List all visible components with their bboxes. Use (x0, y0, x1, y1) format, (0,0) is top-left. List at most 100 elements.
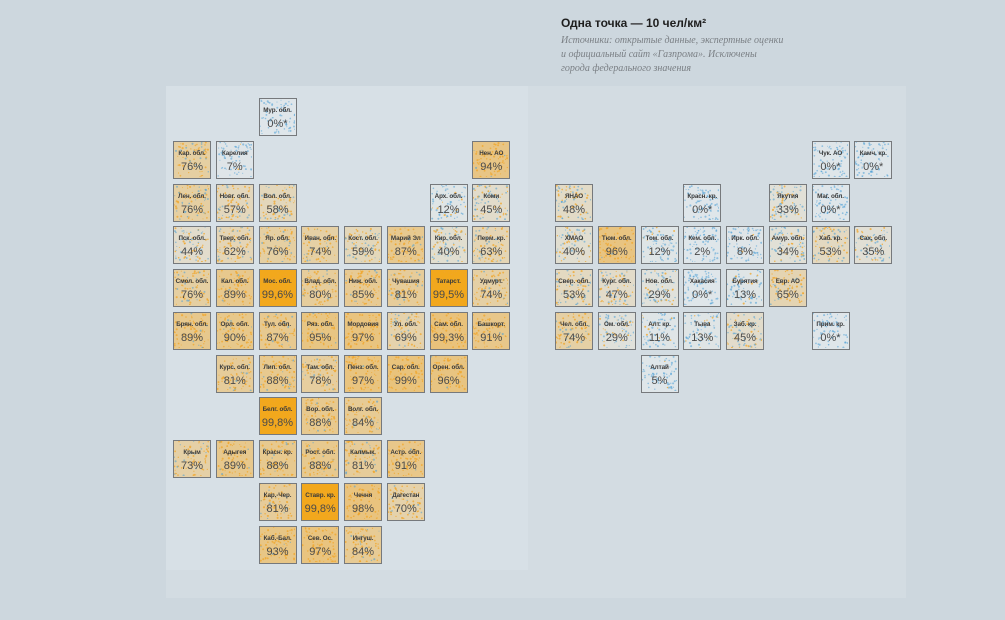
population-dot (430, 217, 433, 220)
population-dot (293, 527, 295, 530)
population-dot (387, 363, 390, 366)
population-dot (414, 283, 417, 286)
population-dots (302, 270, 338, 305)
population-dot (353, 355, 355, 358)
population-dot (353, 485, 356, 488)
population-dot (403, 301, 405, 303)
population-dot (406, 251, 408, 253)
population-dot (480, 333, 483, 336)
population-dot (442, 327, 444, 329)
population-dot (226, 293, 229, 295)
population-dot (278, 248, 280, 250)
population-dot (319, 301, 322, 303)
population-dot (244, 313, 247, 316)
population-dot (272, 196, 274, 198)
population-dot (320, 290, 322, 292)
population-dot (226, 238, 228, 241)
region-name: Удмурт. (479, 278, 503, 285)
population-dot (365, 515, 368, 518)
population-dot (370, 559, 373, 561)
population-dot (498, 242, 500, 244)
population-dot (838, 217, 841, 219)
population-dot (475, 152, 478, 155)
population-dot (230, 460, 233, 463)
population-dot (188, 255, 190, 257)
population-dot (378, 332, 380, 335)
population-dot (446, 209, 448, 211)
population-dot (407, 242, 409, 244)
population-dot (417, 363, 420, 366)
population-dot (652, 233, 654, 235)
population-dot (364, 298, 366, 300)
population-dot (485, 257, 487, 260)
population-dot (354, 413, 356, 416)
region-tile: Коми 45% (472, 183, 511, 222)
population-dots (431, 227, 466, 263)
population-dot (269, 290, 271, 293)
region-name: Том. обл. (645, 235, 674, 243)
population-dot (279, 516, 282, 519)
population-dot (195, 193, 197, 195)
population-dot (480, 184, 483, 186)
population-dot (217, 174, 219, 177)
population-dot (324, 251, 327, 254)
population-dot (316, 402, 319, 405)
population-dot (285, 368, 288, 371)
region-name: Арх. обл. (434, 192, 463, 200)
population-dot (657, 230, 660, 233)
legend-note-line: Источники: открытые данные, экспертные о… (561, 35, 784, 46)
population-dot (324, 300, 326, 303)
population-dot (318, 302, 320, 304)
population-dot (839, 189, 842, 192)
population-dot (333, 458, 335, 460)
population-dot (322, 342, 325, 345)
population-dot (400, 332, 403, 335)
population-dot (436, 254, 439, 256)
population-dot (244, 271, 246, 273)
population-dot (191, 240, 193, 242)
population-dot (458, 380, 460, 383)
population-dot (190, 238, 193, 241)
population-dot (495, 147, 498, 150)
population-dot (175, 255, 177, 257)
population-dot (177, 274, 180, 276)
population-dot (265, 346, 267, 348)
population-dot (262, 472, 264, 475)
population-dot (266, 280, 269, 282)
population-dot (222, 285, 224, 287)
population-dot (262, 421, 264, 424)
population-dot (287, 101, 290, 103)
population-dot (490, 336, 492, 338)
region-tile: ЯНАО 48% (555, 183, 593, 222)
population-dot (186, 277, 189, 279)
population-dot (198, 146, 200, 149)
population-dot (243, 446, 246, 449)
population-dot (235, 379, 238, 382)
population-dot (262, 298, 265, 300)
population-dot (264, 235, 267, 239)
population-dot (403, 337, 407, 340)
population-dot (399, 372, 402, 374)
population-dot (206, 151, 208, 153)
population-dot (247, 233, 250, 236)
population-dot (453, 294, 456, 297)
population-dot (348, 233, 351, 236)
population-dot (366, 239, 368, 241)
population-dot (498, 199, 500, 202)
population-dot (222, 451, 224, 453)
population-dot (578, 229, 580, 232)
population-dot (291, 379, 294, 382)
population-dot (186, 156, 188, 158)
population-dot (178, 441, 180, 443)
population-dot (261, 383, 264, 386)
population-dot (322, 384, 325, 387)
population-dot (268, 364, 271, 367)
population-dot (232, 457, 234, 459)
region-value: 99,8% (304, 502, 336, 515)
population-dot (250, 143, 252, 146)
population-dot (195, 149, 198, 151)
population-dot (419, 346, 421, 348)
population-dot (367, 401, 370, 403)
population-dot (331, 237, 334, 240)
population-dot (349, 485, 352, 487)
